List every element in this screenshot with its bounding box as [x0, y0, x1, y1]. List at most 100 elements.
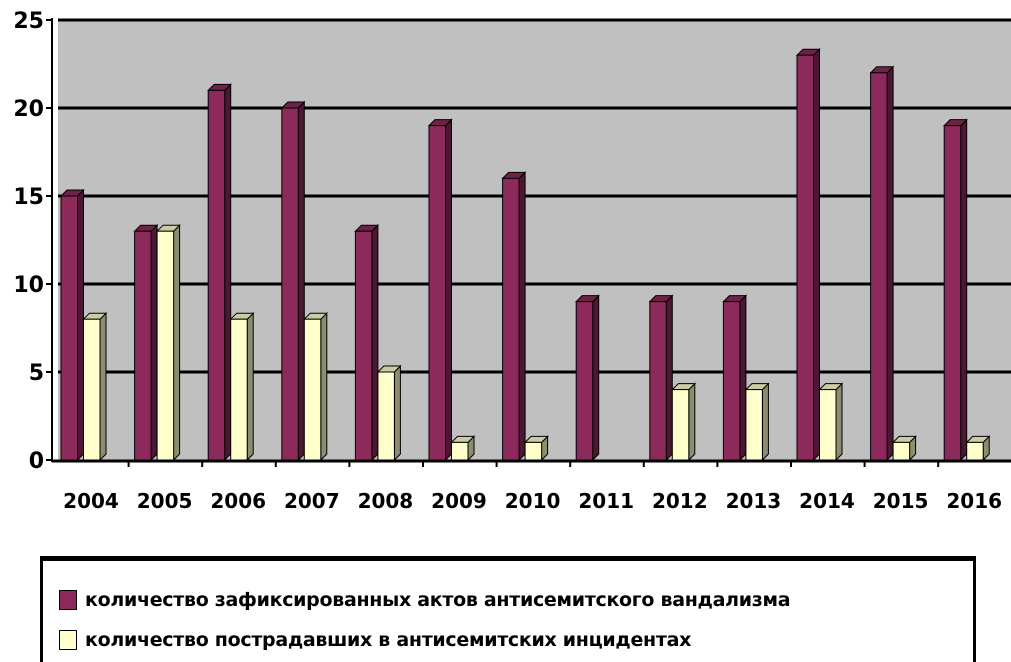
bar-front: [303, 318, 322, 461]
bar-front: [230, 318, 248, 461]
bar-front: [502, 177, 520, 461]
bar-side: [761, 382, 769, 462]
x-tick-label: 2015: [873, 489, 929, 513]
bar-front: [649, 301, 667, 461]
bar: [965, 435, 991, 462]
bar-side: [246, 311, 254, 462]
bar-front: [796, 54, 814, 461]
bar-front: [60, 195, 78, 461]
legend-swatch-victims: [59, 630, 77, 650]
bar-side: [886, 65, 894, 462]
bar-front: [671, 389, 690, 461]
x-tick-label: 2006: [210, 489, 266, 513]
bar: [722, 294, 748, 462]
legend-swatch-vandalism: [59, 590, 77, 610]
x-tick-label: 2016: [946, 489, 1002, 513]
bar: [891, 435, 917, 462]
y-tick-label: 25: [13, 9, 44, 34]
x-tick-label: 2013: [726, 489, 782, 513]
x-tick-label: 2009: [431, 489, 487, 513]
bar-side: [688, 382, 696, 462]
x-tick-label: 2005: [137, 489, 193, 513]
bar-front: [134, 230, 152, 461]
bar-side: [173, 223, 181, 462]
bar-side: [445, 118, 452, 462]
bar: [206, 83, 232, 462]
y-tick-label: 15: [13, 185, 44, 210]
bar: [523, 435, 549, 462]
bar-front: [870, 72, 888, 461]
bar-front: [892, 441, 911, 461]
bar: [133, 223, 159, 462]
bar-front: [83, 318, 101, 461]
bar: [354, 223, 380, 462]
bar: [155, 223, 181, 462]
legend: количество зафиксированных актов антисем…: [40, 556, 976, 662]
bar-side: [835, 382, 843, 462]
bar-front: [722, 301, 741, 461]
bar-side: [960, 118, 968, 462]
bar: [82, 311, 108, 462]
bar-side: [739, 294, 747, 462]
bar: [59, 188, 85, 462]
bar-front: [819, 389, 837, 461]
bar-side: [592, 294, 600, 462]
bar-front: [451, 441, 469, 461]
x-ticks: 2004 2005 2006 2007 2008 2009 2010 2011 2012 2013…: [63, 461, 1002, 513]
bar-front: [207, 89, 226, 461]
bar-side: [518, 171, 526, 462]
y-tick-label: 0: [29, 449, 44, 474]
bars: [59, 47, 991, 462]
bar-side: [813, 47, 820, 462]
plot-area: [58, 20, 1011, 460]
bar-side: [393, 364, 401, 462]
bar: [942, 118, 968, 462]
bar: [376, 364, 402, 462]
x-tick-label: 2010: [505, 489, 561, 513]
bar: [795, 47, 821, 462]
legend-item-vandalism: количество зафиксированных актов антисем…: [59, 583, 973, 617]
bar: [501, 171, 527, 462]
x-tick-label: 2008: [358, 489, 414, 513]
y-tick-label: 10: [13, 273, 44, 298]
bar-front: [966, 441, 984, 461]
bar-front: [524, 441, 543, 461]
bar: [450, 435, 476, 462]
bar: [671, 382, 697, 462]
bar: [574, 294, 600, 462]
bar-front: [354, 230, 373, 461]
x-tick-label: 2007: [284, 489, 340, 513]
legend-label-vandalism: количество зафиксированных актов антисем…: [85, 589, 791, 611]
bar: [744, 382, 770, 462]
bar-side: [371, 223, 379, 462]
bar-side: [99, 311, 107, 462]
x-tick-label: 2004: [63, 489, 119, 513]
bar: [229, 311, 255, 462]
bar-side: [297, 100, 305, 462]
bar-front: [156, 230, 175, 461]
y-ticks: 0 5 10 15 20 25: [13, 9, 52, 474]
bar-front: [377, 371, 395, 461]
y-tick-label: 5: [29, 361, 44, 386]
x-tick-label: 2012: [652, 489, 708, 513]
legend-label-victims: количество пострадавших в антисемитских …: [85, 629, 692, 651]
bar-front: [281, 107, 299, 461]
bar-front: [745, 389, 763, 461]
legend-item-victims: количество пострадавших в антисемитских …: [59, 623, 973, 657]
x-tick-label: 2011: [578, 489, 634, 513]
bar-side: [150, 223, 158, 462]
x-tick-label: 2014: [799, 489, 855, 513]
bar: [818, 382, 844, 462]
bar: [280, 100, 306, 462]
bar-side: [224, 83, 232, 462]
bar-side: [665, 294, 673, 462]
y-tick-label: 20: [13, 97, 44, 122]
bar: [648, 294, 674, 462]
bar-side: [77, 188, 84, 462]
bar: [869, 65, 895, 462]
bar: [303, 311, 329, 462]
bar-front: [428, 125, 446, 461]
bar-front: [943, 125, 962, 461]
bar-side: [320, 311, 328, 462]
